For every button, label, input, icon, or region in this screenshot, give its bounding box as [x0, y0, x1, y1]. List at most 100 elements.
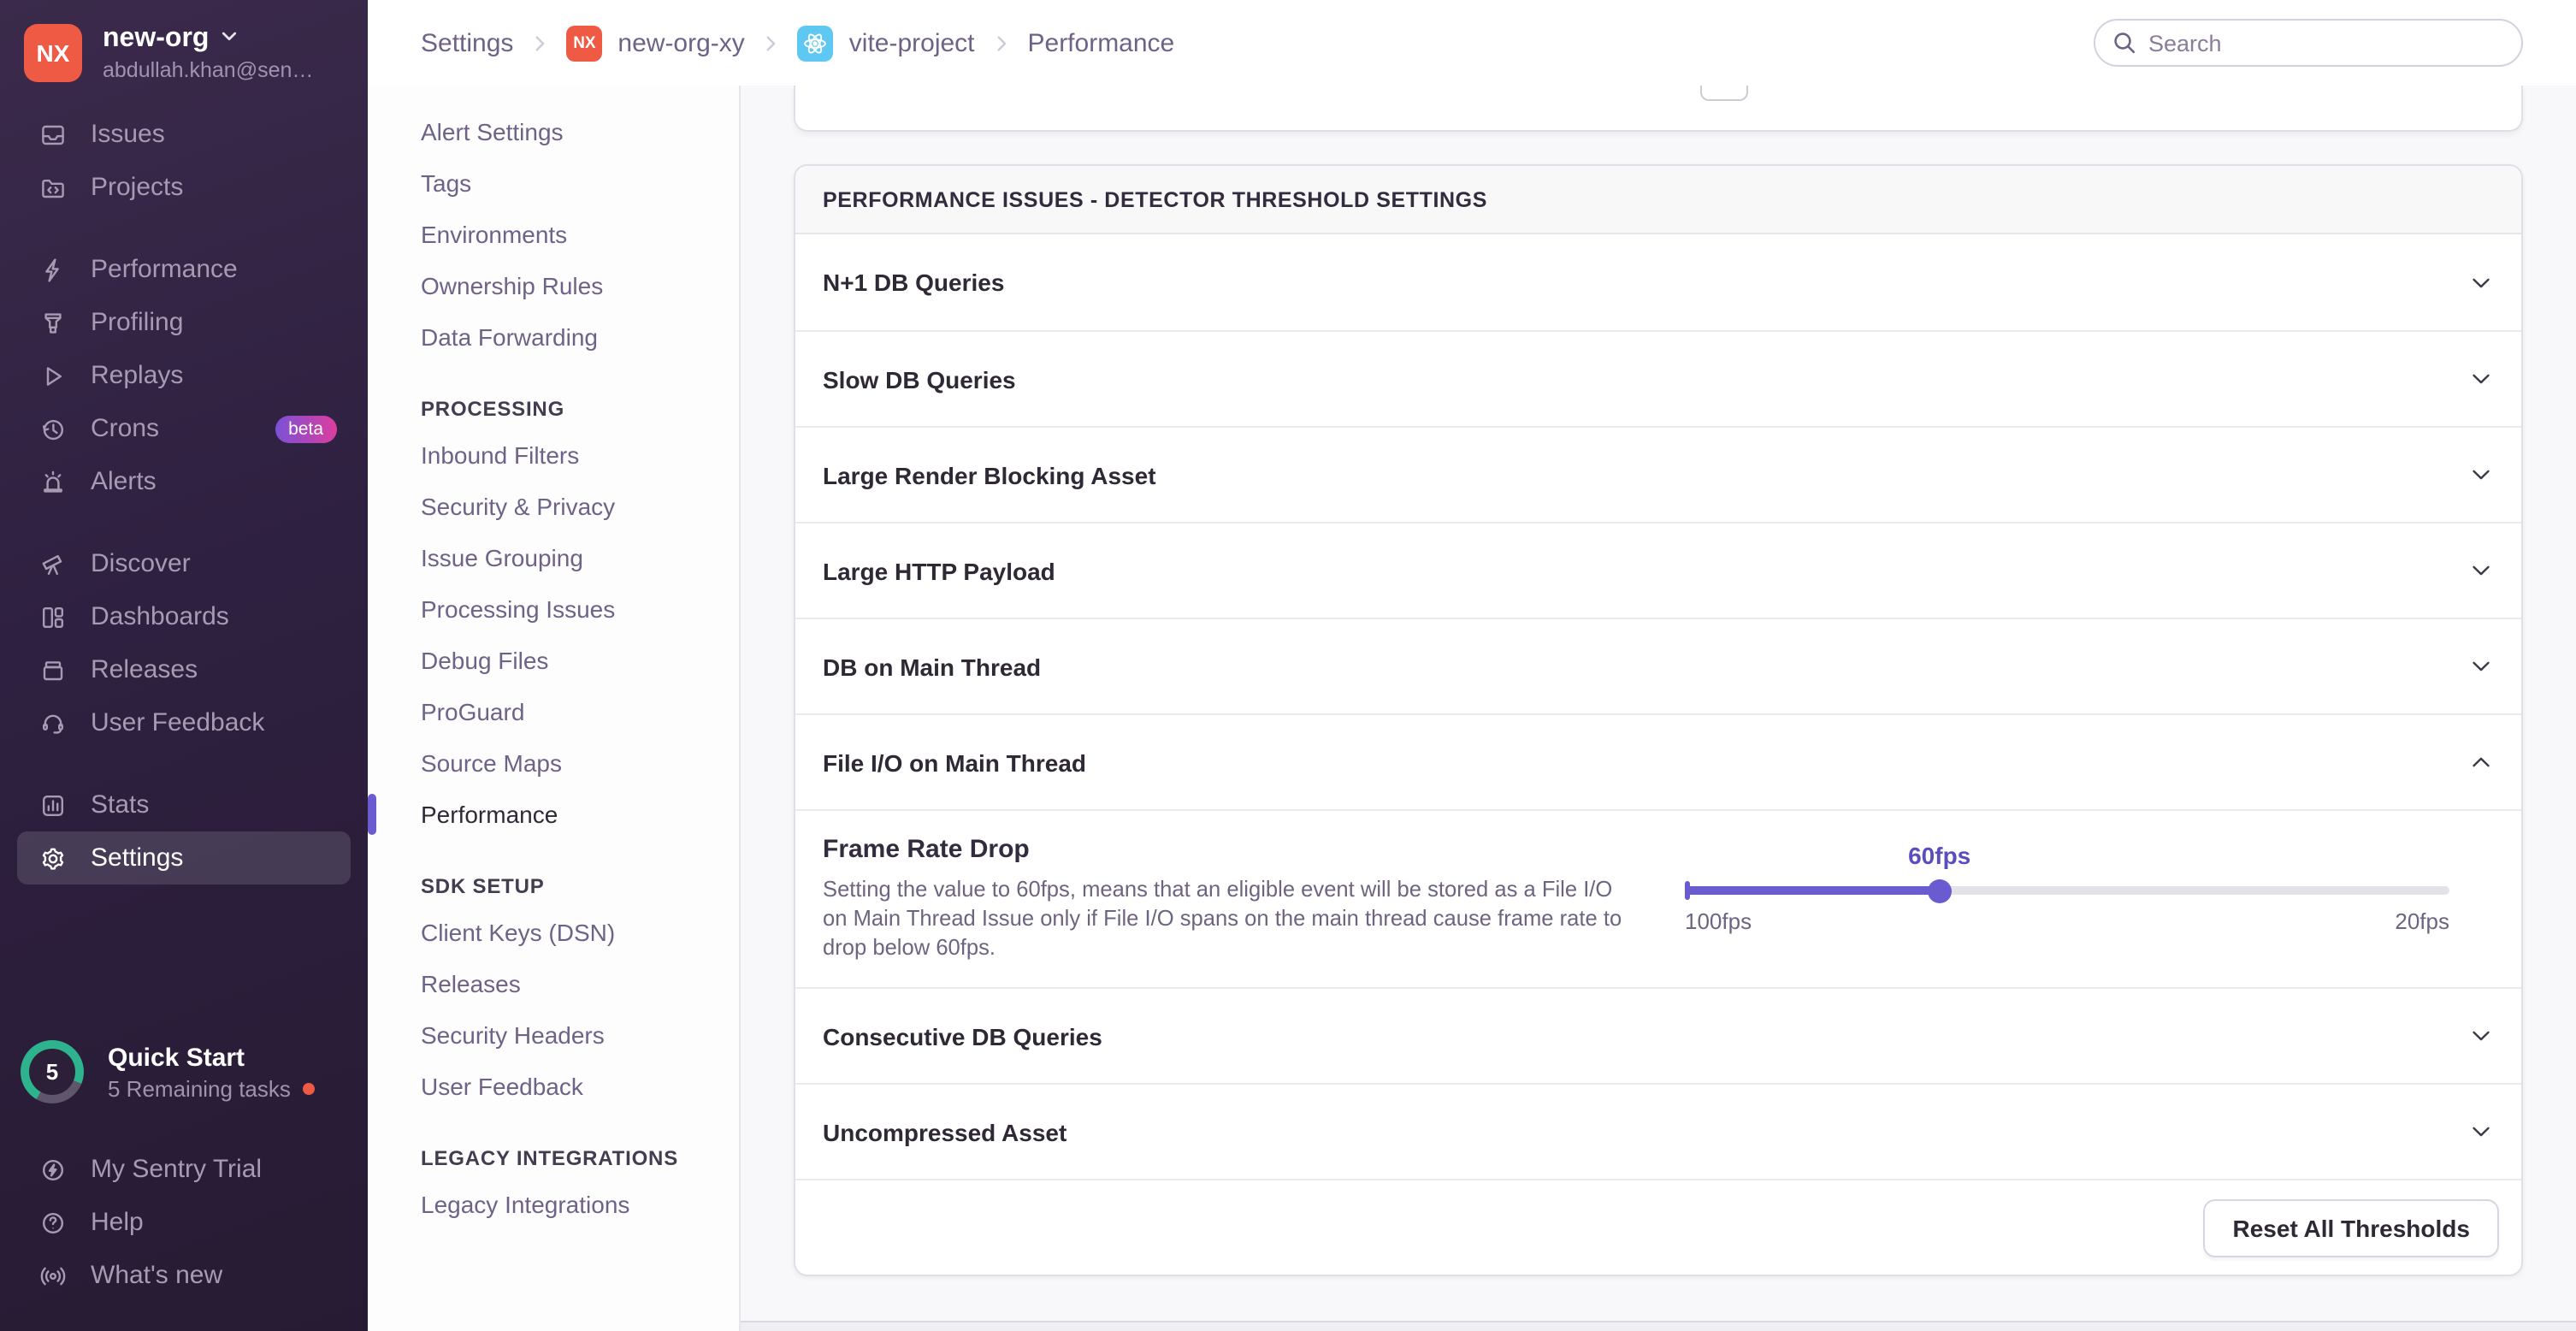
subnav-item-debug-files[interactable]: Debug Files [421, 647, 549, 674]
clock-icon [38, 414, 67, 443]
subnav-section-sdk-setup: SDK SETUP [421, 874, 545, 898]
sidebar-item-help[interactable]: Help [0, 1196, 368, 1249]
subnav-item-processing-issues[interactable]: Processing Issues [421, 595, 616, 623]
quick-start[interactable]: 5 Quick Start 5 Remaining tasks [21, 1040, 315, 1103]
active-indicator [368, 794, 375, 835]
sidebar-item-replays[interactable]: Replays [0, 349, 368, 402]
subnav-item-user-feedback[interactable]: User Feedback [421, 1073, 583, 1100]
subnav-item-source-maps[interactable]: Source Maps [421, 749, 562, 777]
search-input[interactable] [2094, 19, 2523, 67]
bolt-circle-icon [38, 1155, 67, 1184]
subnav-item-legacy-integrations[interactable]: Legacy Integrations [421, 1191, 630, 1218]
threshold-row-consecutive-db-queries[interactable]: Consecutive DB Queries [795, 987, 2521, 1083]
subnav-item-inbound-filters[interactable]: Inbound Filters [421, 441, 580, 469]
org-name: new-org [103, 24, 210, 53]
sidebar-item-stats[interactable]: Stats [0, 778, 368, 831]
chevron-right-icon [529, 32, 551, 54]
sidebar-item-my-sentry-trial[interactable]: My Sentry Trial [0, 1143, 368, 1196]
threshold-row-large-http-payload[interactable]: Large HTTP Payload [795, 522, 2521, 618]
subnav-item-data-forwarding[interactable]: Data Forwarding [421, 323, 598, 351]
quick-start-count: 5 [45, 1059, 59, 1085]
scrolled-panel-bottom [794, 86, 2523, 132]
headset-icon [38, 708, 67, 737]
breadcrumb: Settings NX new-org-xy vite-project Perf… [421, 25, 1174, 61]
breadcrumb-project[interactable]: vite-project [848, 28, 975, 57]
frame-rate-slider[interactable]: 60fps 100fps 20fps [1685, 811, 2449, 987]
quick-start-title: Quick Start [108, 1043, 245, 1072]
topbar: Settings NX new-org-xy vite-project Perf… [368, 0, 2576, 86]
slider-min-label: 100fps [1685, 908, 1752, 934]
help-icon [38, 1208, 67, 1237]
main-content: PERFORMANCE ISSUES - DETECTOR THRESHOLD … [741, 86, 2576, 1331]
setting-description: Setting the value to 60fps, means that a… [823, 876, 1622, 960]
sidebar-item-discover[interactable]: Discover [0, 537, 368, 590]
sidebar-item-crons[interactable]: Crons beta [0, 402, 368, 455]
chevron-right-icon [760, 32, 783, 54]
broadcast-icon [38, 1261, 67, 1290]
search-icon [2111, 29, 2138, 65]
frame-rate-drop-setting: Frame Rate Drop Setting the value to 60f… [795, 809, 2521, 987]
subnav-item-releases[interactable]: Releases [421, 970, 521, 997]
subnav-item-tags[interactable]: Tags [421, 169, 472, 197]
threshold-row-large-render-blocking-asset[interactable]: Large Render Blocking Asset [795, 426, 2521, 522]
chevron-down-icon [2468, 1119, 2494, 1145]
subnav-item-client-keys[interactable]: Client Keys (DSN) [421, 919, 616, 946]
primary-nav: Issues Projects Performance Profiling [0, 108, 368, 884]
slider-handle[interactable] [1927, 878, 1952, 902]
slider-track[interactable] [1685, 878, 2449, 902]
subnav-item-proguard[interactable]: ProGuard [421, 698, 525, 725]
subnav-item-ownership-rules[interactable]: Ownership Rules [421, 272, 604, 299]
sidebar-item-settings[interactable]: Settings [17, 831, 351, 884]
subnav-item-performance[interactable]: Performance [368, 789, 739, 840]
subnav-item-environments[interactable]: Environments [421, 221, 568, 248]
sidebar-item-releases[interactable]: Releases [0, 643, 368, 696]
breadcrumb-page[interactable]: Performance [1027, 28, 1175, 57]
reset-all-thresholds-button[interactable]: Reset All Thresholds [2203, 1198, 2499, 1257]
threshold-row-n-plus-one-db-queries[interactable]: N+1 DB Queries [795, 234, 2521, 330]
sidebar-item-performance[interactable]: Performance [0, 243, 368, 296]
footer-edge [741, 1321, 2576, 1331]
subnav-section-processing: PROCESSING [421, 397, 565, 421]
notification-dot [302, 1082, 315, 1094]
slider-fill [1685, 886, 1940, 895]
subnav-section-legacy: LEGACY INTEGRATIONS [421, 1146, 678, 1170]
telescope-icon [38, 549, 67, 578]
chevron-right-icon [990, 32, 1013, 54]
lightning-icon [38, 255, 67, 284]
chevron-down-icon [2468, 462, 2494, 488]
sidebar-item-issues[interactable]: Issues [0, 108, 368, 161]
bar-chart-icon [38, 790, 67, 819]
slider-value-label: 60fps [1908, 842, 1971, 869]
chevron-down-icon [2468, 1023, 2494, 1049]
breadcrumb-settings[interactable]: Settings [421, 28, 514, 57]
user-email: abdullah.khan@sen… [103, 58, 314, 82]
threshold-row-slow-db-queries[interactable]: Slow DB Queries [795, 330, 2521, 426]
subnav-item-security-privacy[interactable]: Security & Privacy [421, 493, 616, 520]
threshold-row-uncompressed-asset[interactable]: Uncompressed Asset [795, 1083, 2521, 1179]
subnav-item-issue-grouping[interactable]: Issue Grouping [421, 544, 583, 571]
react-project-icon [797, 25, 834, 61]
sidebar-item-alerts[interactable]: Alerts [0, 455, 368, 508]
breadcrumb-org[interactable]: new-org-xy [617, 28, 745, 57]
sidebar-item-projects[interactable]: Projects [0, 161, 368, 214]
gear-icon [38, 843, 67, 873]
sidebar-footer-nav: My Sentry Trial Help What's new [0, 1143, 368, 1302]
org-switcher[interactable]: NX new-org abdullah.khan@sen… [0, 0, 368, 82]
quick-start-subtitle: 5 Remaining tasks [108, 1075, 291, 1101]
subnav-item-security-headers[interactable]: Security Headers [421, 1021, 605, 1049]
chevron-down-icon [2468, 366, 2494, 392]
play-icon [38, 361, 67, 390]
sidebar-item-dashboards[interactable]: Dashboards [0, 590, 368, 643]
sidebar-item-user-feedback[interactable]: User Feedback [0, 696, 368, 749]
threshold-row-file-io-on-main-thread[interactable]: File I/O on Main Thread [795, 713, 2521, 809]
subnav-item-alert-settings[interactable]: Alert Settings [421, 118, 564, 145]
sidebar-item-whats-new[interactable]: What's new [0, 1249, 368, 1302]
threshold-row-db-on-main-thread[interactable]: DB on Main Thread [795, 618, 2521, 713]
projects-icon [38, 173, 67, 202]
org-avatar: NX [24, 24, 82, 82]
settings-subnav: Alert Settings Tags Environments Ownersh… [368, 86, 741, 1331]
profiling-icon [38, 308, 67, 337]
quick-start-progress-ring: 5 [21, 1040, 84, 1103]
sidebar-item-profiling[interactable]: Profiling [0, 296, 368, 349]
